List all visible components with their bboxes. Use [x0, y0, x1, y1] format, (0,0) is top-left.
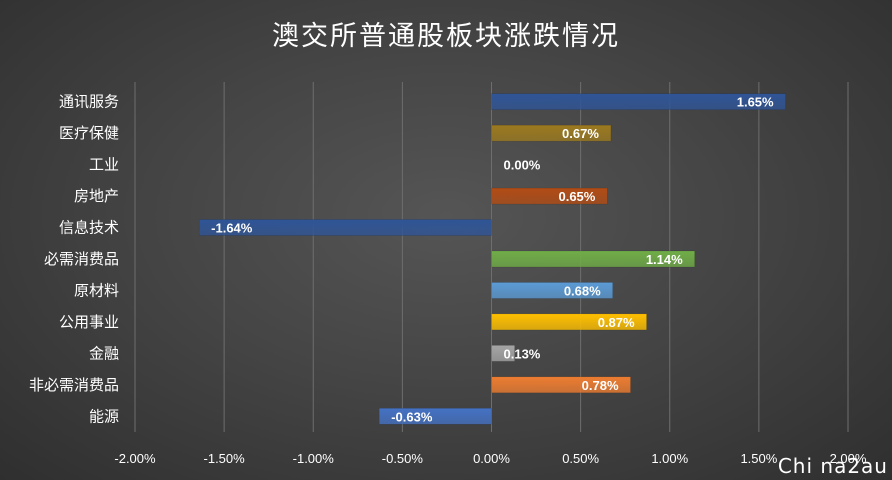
category-label: 医疗保健	[59, 124, 119, 142]
category-label: 必需消费品	[44, 250, 119, 268]
category-label: 通讯服务	[59, 93, 119, 111]
label-layer: -2.00% -1.50% -1.00% -0.50% 0.00% 0.50% 1.00% 1…	[29, 93, 867, 466]
bar-layer	[198, 93, 786, 425]
watermark: Chi na2au	[777, 454, 888, 478]
category-label: 金融	[89, 344, 119, 362]
bar	[491, 124, 612, 142]
x-tick-label: 0.50%	[562, 451, 599, 466]
x-tick-label: -0.50%	[382, 451, 424, 466]
data-label: 0.68%	[564, 283, 601, 298]
category-label: 信息技术	[59, 219, 119, 237]
data-label: 0.65%	[558, 189, 595, 204]
x-tick-label: 1.00%	[651, 451, 688, 466]
x-tick-label: 2.00%	[830, 451, 867, 466]
category-label: 房地产	[74, 187, 119, 205]
data-label: 1.14%	[646, 252, 683, 267]
data-label: -0.63%	[391, 409, 433, 424]
category-label: 工业	[89, 156, 119, 174]
x-tick-label: -2.00%	[114, 451, 156, 466]
bar	[491, 282, 613, 299]
chart-title: 澳交所普通股板块涨跌情况	[272, 21, 620, 52]
x-tick-label: -1.50%	[204, 451, 246, 466]
category-label: 能源	[89, 407, 119, 425]
category-label: 原材料	[74, 281, 119, 299]
category-label: 非必需消费品	[29, 376, 119, 394]
bar	[198, 219, 492, 236]
data-label: 0.00%	[504, 158, 541, 173]
x-tick-label: 1.50%	[740, 451, 777, 466]
bar	[491, 93, 786, 110]
bar	[491, 345, 515, 362]
bar	[491, 376, 631, 394]
category-label: 公用事业	[59, 313, 119, 331]
data-label: 1.65%	[737, 95, 774, 110]
bar	[491, 250, 695, 268]
x-tick-label: -1.00%	[293, 451, 335, 466]
x-tick-label: 0.00%	[473, 451, 510, 466]
data-label: 0.67%	[562, 126, 599, 141]
data-label: 0.87%	[598, 315, 635, 330]
bar	[491, 313, 647, 331]
bar	[378, 408, 492, 425]
data-label: 0.78%	[582, 378, 619, 393]
data-label: 0.13%	[504, 346, 541, 361]
data-label: -1.64%	[211, 221, 253, 236]
bar	[491, 187, 608, 205]
